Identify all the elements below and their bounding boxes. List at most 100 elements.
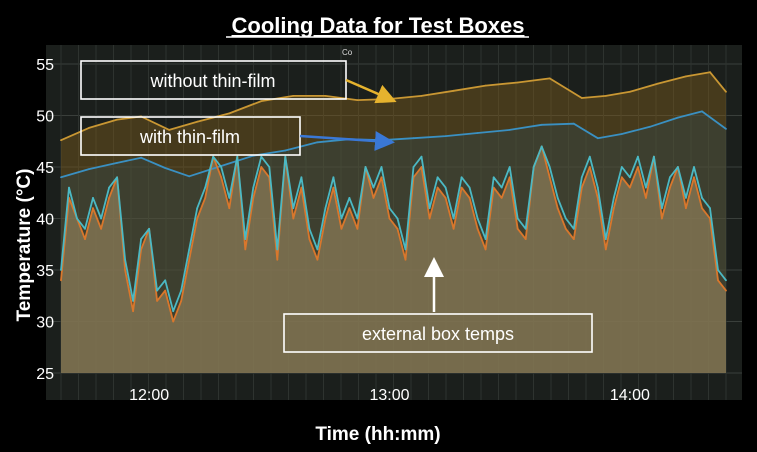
series-3-point — [316, 248, 319, 251]
series-1-point — [140, 156, 143, 159]
series-3-point — [717, 269, 719, 271]
series-3-point — [116, 176, 118, 179]
series-3-point — [108, 186, 110, 189]
chart-title: Cooling Data for Test Boxes — [232, 13, 525, 38]
series-0-point — [629, 90, 631, 93]
series-3-point — [693, 166, 695, 168]
series-3-point — [685, 197, 687, 199]
series-2-point — [388, 217, 391, 220]
series-0-point — [196, 120, 199, 123]
series-3-point — [68, 186, 70, 189]
series-2-point — [564, 227, 567, 230]
series-2-point — [685, 207, 687, 210]
series-2-point — [452, 227, 455, 230]
series-0-point — [420, 95, 423, 97]
series-3-point — [284, 155, 287, 158]
series-3-point — [356, 217, 359, 220]
series-2-point — [717, 279, 719, 282]
series-3-point — [252, 186, 255, 189]
series-2-point — [372, 197, 375, 199]
series-3-point — [508, 166, 511, 168]
series-0-point — [484, 84, 487, 87]
series-3-point — [500, 186, 503, 189]
series-3-point — [524, 227, 527, 230]
series-2-point — [276, 258, 279, 261]
series-2-point — [84, 238, 86, 241]
series-1-point — [316, 141, 319, 144]
series-1-point — [60, 176, 62, 179]
series-3-point — [460, 176, 463, 179]
series-3-point — [484, 238, 487, 241]
series-0-point — [580, 97, 583, 99]
series-3-point — [669, 176, 671, 179]
series-2-point — [196, 217, 199, 220]
series-1-point — [701, 110, 703, 113]
series-2-point — [645, 197, 647, 199]
series-2-point — [596, 197, 599, 199]
series-3-point — [596, 186, 599, 189]
series-0-point — [604, 95, 607, 97]
series-2-point — [572, 238, 575, 241]
series-3-point — [709, 207, 711, 210]
without-thin-film-arrow — [345, 78, 397, 104]
series-2-point — [428, 217, 431, 220]
series-0-point — [168, 129, 171, 131]
x-tick-label: 13:00 — [369, 387, 409, 404]
series-3-point — [92, 197, 94, 199]
series-2-point — [348, 207, 351, 210]
series-3-point — [492, 176, 495, 179]
series-3-point — [572, 227, 575, 230]
series-3-point — [444, 186, 447, 189]
series-0-point — [88, 127, 90, 129]
series-3-point — [564, 217, 567, 220]
series-3-point — [396, 217, 399, 220]
series-0-point — [452, 89, 455, 92]
series-1-point — [620, 133, 623, 135]
series-1-point — [508, 129, 511, 131]
x-tick-label: 12:00 — [129, 387, 169, 404]
with-thin-film-arrow — [299, 131, 395, 151]
series-3-point — [348, 197, 351, 199]
series-2-point — [324, 217, 327, 220]
series-2-point — [132, 310, 135, 313]
series-2-point — [508, 176, 511, 179]
series-0-point — [709, 71, 711, 74]
series-3-point — [388, 207, 391, 210]
y-tick-label: 35 — [36, 263, 54, 280]
series-0-point — [60, 139, 62, 142]
y-axis-label: Temperature (°C) — [14, 169, 35, 322]
series-3-point — [172, 310, 175, 313]
series-0-point — [116, 118, 118, 121]
series-2-point — [484, 248, 487, 251]
series-3-point — [228, 197, 231, 199]
series-2-point — [436, 186, 439, 189]
series-2-point — [356, 227, 359, 230]
external-box-temps-label: external box temps — [362, 324, 514, 344]
series-2-point — [588, 166, 591, 168]
series-2-point — [260, 166, 263, 168]
series-2-point — [404, 258, 407, 261]
series-3-point — [556, 197, 559, 199]
series-line-2 — [60, 145, 727, 323]
series-2-point — [252, 197, 255, 199]
series-2-point — [629, 186, 631, 189]
series-2-point — [701, 207, 703, 210]
series-2-point — [516, 227, 519, 230]
series-3-point — [532, 166, 535, 168]
series-3-point — [428, 207, 431, 210]
series-2-point — [524, 238, 527, 241]
series-3-point — [124, 258, 126, 261]
series-3-point — [452, 217, 455, 220]
series-2-point — [420, 166, 423, 168]
series-2-point — [60, 279, 62, 282]
series-0-point — [516, 81, 519, 84]
series-2-point — [228, 207, 231, 210]
series-3-point — [580, 176, 583, 179]
series-2-point — [92, 207, 94, 210]
series-3-point — [76, 217, 78, 220]
without-thin-film-label: without thin-film — [149, 71, 275, 91]
series-3-point — [588, 155, 591, 158]
series-2-point — [661, 217, 663, 220]
series-1-point — [677, 116, 679, 119]
